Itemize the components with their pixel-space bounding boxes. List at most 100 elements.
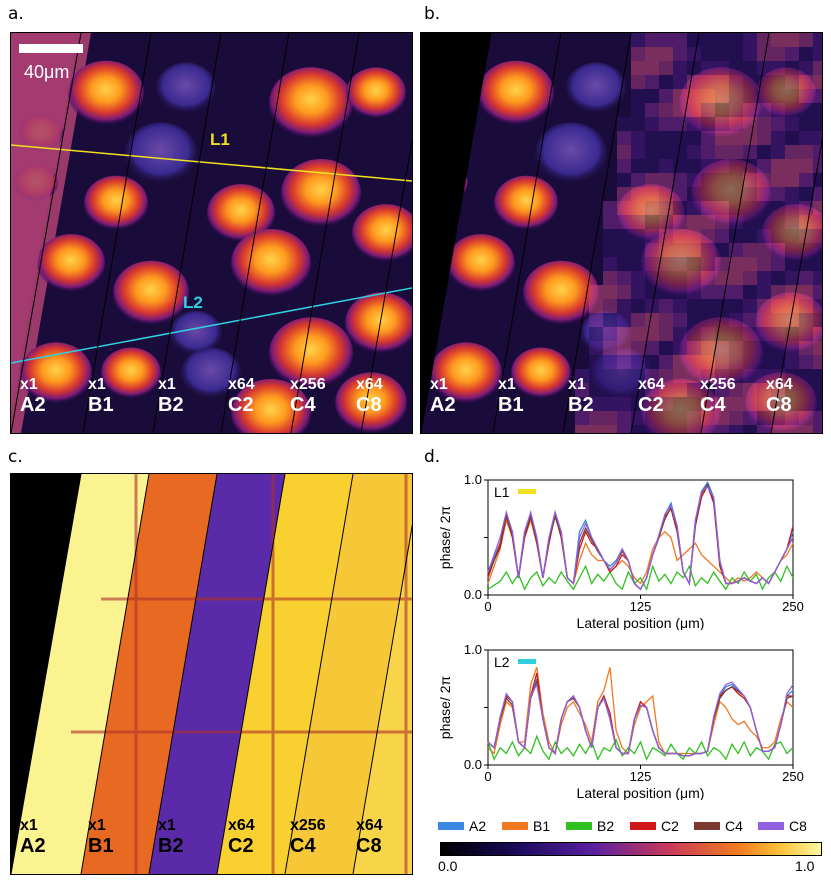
legend-label: B2 xyxy=(597,818,615,834)
pixel-block xyxy=(659,327,673,341)
pixel-block xyxy=(813,89,822,103)
panel-label-b: b. xyxy=(424,4,441,24)
tile-multiplier: x64 xyxy=(228,376,255,393)
pixel-block xyxy=(575,383,589,397)
tile-name: C4 xyxy=(290,394,316,416)
pixel-block xyxy=(631,159,645,173)
pixel-block xyxy=(715,397,729,411)
pixel-block xyxy=(701,285,715,299)
pixel-block xyxy=(589,299,603,313)
x-tick-label: 250 xyxy=(782,769,804,784)
pixel-block xyxy=(701,187,715,201)
cell xyxy=(269,317,353,389)
pixel-block xyxy=(631,173,645,187)
pixel-block xyxy=(785,257,799,271)
pixel-block xyxy=(659,173,673,187)
pixel-block xyxy=(813,425,822,433)
pixel-block xyxy=(729,341,743,355)
pixel-block xyxy=(687,383,701,397)
legend-label: B1 xyxy=(533,818,551,834)
pixel-block xyxy=(785,103,799,117)
pixel-block xyxy=(631,33,645,47)
panel-a-tile-label-a2: x1 A2 xyxy=(20,376,46,416)
pixel-block xyxy=(771,271,785,285)
pixel-block xyxy=(645,397,659,411)
pixel-block xyxy=(771,187,785,201)
cell xyxy=(478,60,554,126)
scale-bar xyxy=(19,44,83,53)
pixel-block xyxy=(785,271,799,285)
pixel-block xyxy=(631,327,645,341)
tile-name: C8 xyxy=(766,394,792,416)
pixel-block xyxy=(757,341,771,355)
pixel-block xyxy=(799,173,813,187)
pixel-block xyxy=(687,285,701,299)
panel-a-tile-label-c8: x64 C8 xyxy=(356,376,383,416)
pixel-block xyxy=(729,313,743,327)
cell xyxy=(281,159,361,227)
pixel-block xyxy=(799,285,813,299)
pixel-block xyxy=(673,397,687,411)
pixel-block xyxy=(743,75,757,89)
pixel-block xyxy=(729,229,743,243)
pixel-block xyxy=(799,159,813,173)
pixel-block xyxy=(729,173,743,187)
panel-a-tile-label-b1: x1 B1 xyxy=(88,376,114,416)
pixel-block xyxy=(617,313,631,327)
pixel-block xyxy=(729,131,743,145)
tile-name: B2 xyxy=(158,835,184,857)
panel-label-a: a. xyxy=(8,4,24,24)
pixel-block xyxy=(771,383,785,397)
pixel-block xyxy=(799,215,813,229)
tile-multiplier: x1 xyxy=(88,817,106,834)
panel-b-tile-label-a2: x1 A2 xyxy=(430,376,456,416)
pixel-block xyxy=(631,397,645,411)
pixel-block xyxy=(645,299,659,313)
pixel-block xyxy=(617,271,631,285)
pixel-block xyxy=(799,89,813,103)
pixel-block xyxy=(785,33,799,47)
y-axis-label: phase/ 2π xyxy=(437,505,453,569)
pixel-block xyxy=(603,229,617,243)
pixel-block xyxy=(687,397,701,411)
pixel-block xyxy=(589,397,603,411)
pixel-block xyxy=(701,257,715,271)
pixel-block xyxy=(813,383,822,397)
pixel-block xyxy=(659,397,673,411)
pixel-block xyxy=(771,257,785,271)
pixel-block xyxy=(729,355,743,369)
tile-multiplier: x1 xyxy=(158,817,176,834)
pixel-block xyxy=(687,327,701,341)
panel-label-d: d. xyxy=(424,447,441,467)
panel-b-image xyxy=(420,32,823,434)
legend-swatch xyxy=(566,822,592,830)
pixel-block xyxy=(687,299,701,313)
pixel-block xyxy=(715,285,729,299)
pixel-block xyxy=(687,61,701,75)
panel-b-tile-label-c2: x64 C2 xyxy=(638,376,665,416)
pixel-block xyxy=(701,243,715,257)
pixel-block xyxy=(813,299,822,313)
plot-l1: 0 125 250 0.0 1.0 Lateral position (μm) phase/… xyxy=(430,470,825,631)
pixel-block xyxy=(645,33,659,47)
panel-label-c: c. xyxy=(8,447,23,467)
pixel-block xyxy=(645,369,659,383)
legend-item-c8: C8 xyxy=(758,818,807,834)
pixel-block xyxy=(715,33,729,47)
pixel-block xyxy=(631,117,645,131)
colorbar xyxy=(440,842,822,856)
tile-name: B1 xyxy=(88,835,114,857)
pixel-block xyxy=(659,145,673,159)
tile-name: C8 xyxy=(356,394,382,416)
pixel-block xyxy=(645,89,659,103)
tile-name: B2 xyxy=(568,394,594,416)
pixel-block xyxy=(673,299,687,313)
pixel-block xyxy=(813,327,822,341)
pixel-block xyxy=(813,271,822,285)
pixel-block xyxy=(771,299,785,313)
pixel-block xyxy=(701,425,715,433)
pixel-block xyxy=(645,173,659,187)
pixel-block xyxy=(799,187,813,201)
pixel-block xyxy=(631,145,645,159)
pixel-block xyxy=(645,187,659,201)
